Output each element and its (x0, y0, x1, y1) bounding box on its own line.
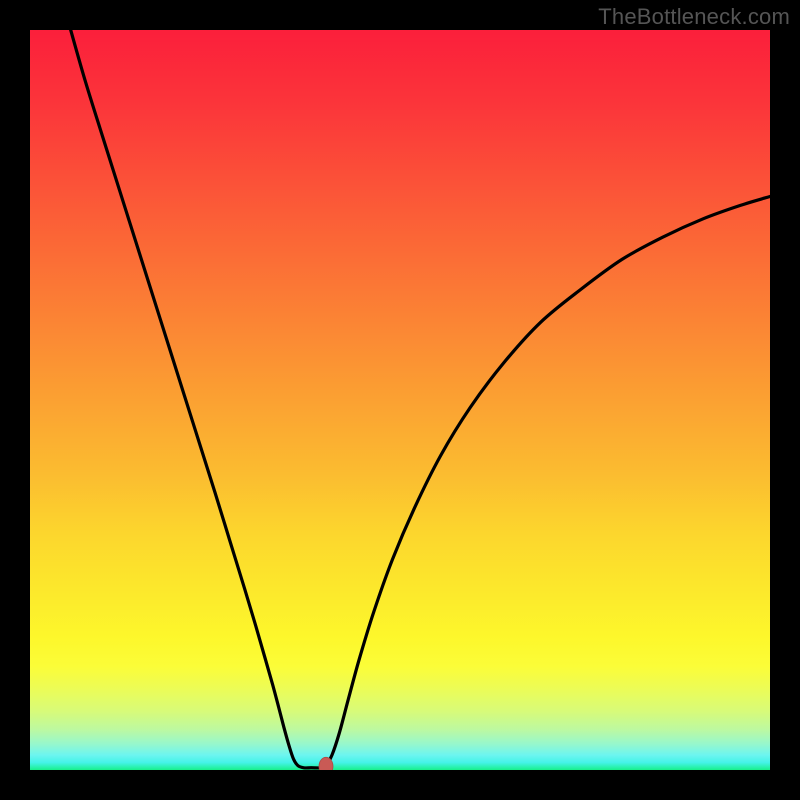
bottleneck-curve (71, 30, 770, 768)
chart-overlay (30, 30, 770, 770)
plot-area (30, 30, 770, 770)
watermark-text: TheBottleneck.com (598, 4, 790, 30)
